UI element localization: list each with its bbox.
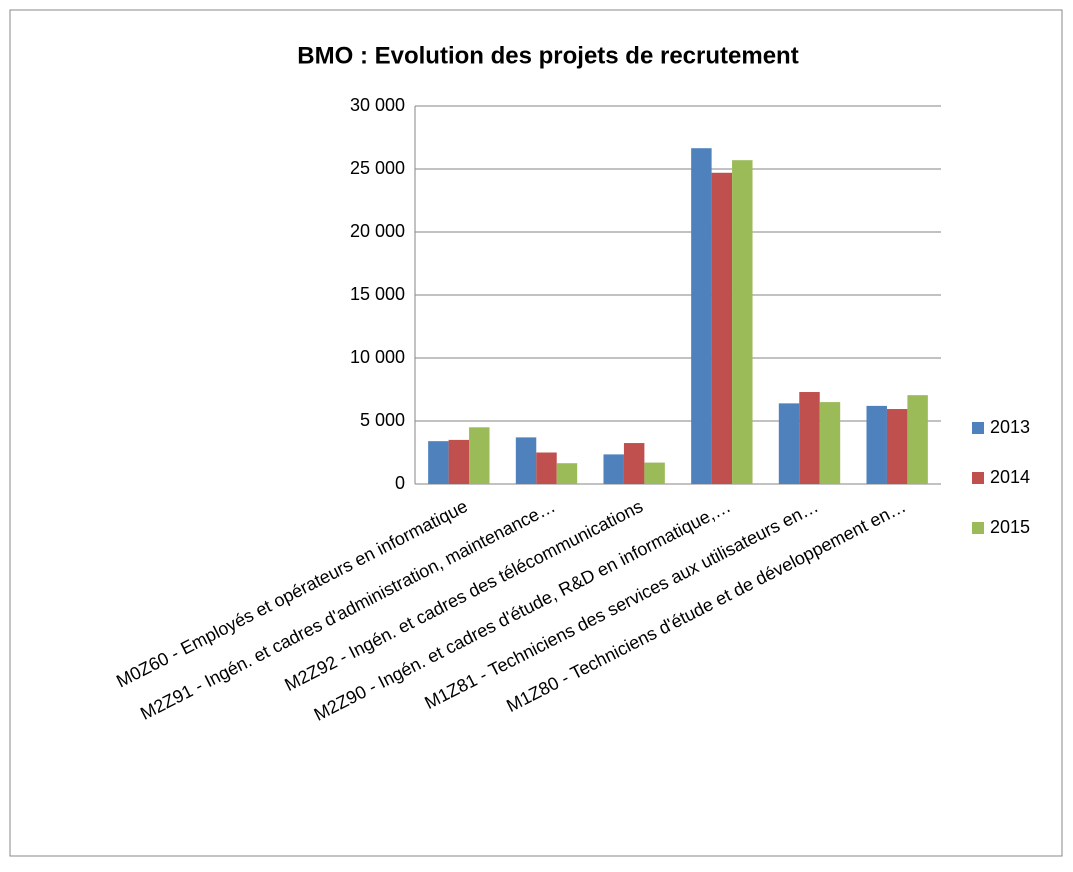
y-tick-label: 20 000 [350,221,405,241]
bar [907,395,928,484]
legend-swatch [972,422,984,434]
bar [644,462,665,484]
bar [469,427,490,484]
bar [448,439,470,484]
y-tick-label: 30 000 [350,95,405,115]
y-tick-label: 25 000 [350,158,405,178]
bar [886,409,908,484]
bar [691,148,712,484]
bar [428,441,449,484]
chart-title: BMO : Evolution des projets de recruteme… [297,42,798,69]
bar [778,403,800,484]
y-tick-label: 15 000 [350,284,405,304]
bar [536,452,557,484]
bar [603,454,624,484]
bar [866,405,887,484]
legend-label: 2013 [990,417,1030,437]
bar [623,443,645,484]
y-tick-label: 0 [395,473,405,493]
bar [556,463,578,484]
legend-swatch [972,472,984,484]
bar [515,437,537,484]
bar [819,402,841,484]
y-tick-label: 10 000 [350,347,405,367]
y-tick-label: 5 000 [360,410,405,430]
legend-label: 2014 [990,467,1030,487]
bar [799,392,820,484]
legend-swatch [972,522,984,534]
bar [732,160,753,484]
bar [711,172,733,484]
legend-label: 2015 [990,517,1030,537]
